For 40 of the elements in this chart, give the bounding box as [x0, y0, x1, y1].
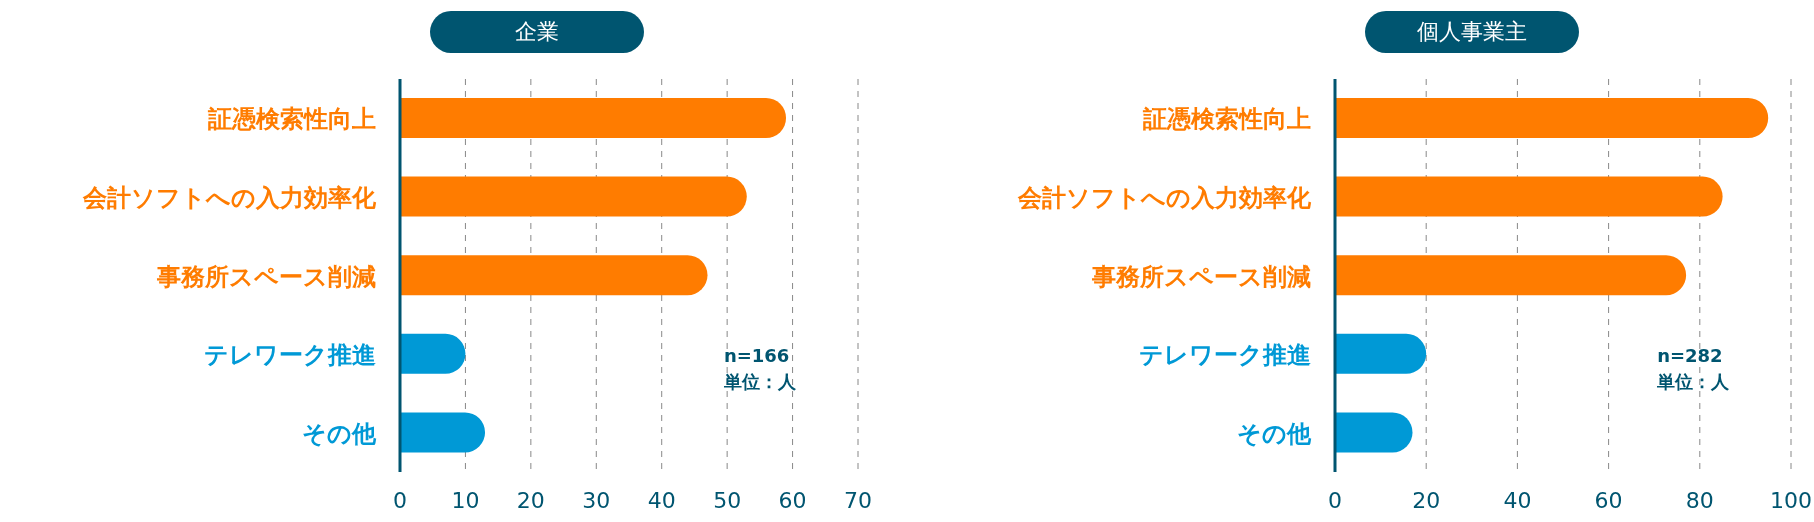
bar [1335, 255, 1687, 296]
y-tick-label: 事務所スペース削減 [156, 262, 376, 291]
x-tick-label: 50 [713, 487, 742, 513]
y-tick-label: 事務所スペース削減 [1091, 262, 1311, 291]
y-tick-label: 証憑検索性向上 [1142, 105, 1311, 134]
x-tick-label: 60 [778, 487, 807, 513]
y-tick-label: 会計ソフトへの入力効率化 [82, 183, 377, 212]
y-tick-label: その他 [302, 419, 377, 448]
bar [400, 255, 708, 296]
annotation: 単位：人 [1657, 370, 1730, 394]
x-tick-label: 30 [582, 487, 611, 513]
y-tick-label: 会計ソフトへの入力効率化 [1017, 183, 1312, 212]
bar [400, 176, 747, 217]
x-tick-label: 20 [1412, 487, 1441, 513]
bar [400, 333, 466, 374]
chart-title: 個人事業主 [1364, 11, 1579, 53]
x-tick-label: 70 [844, 487, 872, 513]
bar [1335, 176, 1723, 217]
x-tick-label: 0 [393, 487, 407, 513]
x-tick-label: 80 [1685, 487, 1714, 513]
bar [400, 98, 787, 138]
x-tick-label: 20 [516, 487, 545, 513]
x-tick-label: 60 [1594, 487, 1623, 513]
x-tick-label: 40 [647, 487, 676, 513]
x-tick-label: 0 [1328, 487, 1342, 513]
chart-title: 企業 [430, 11, 645, 53]
bar [1335, 412, 1413, 453]
bar [1335, 98, 1769, 138]
x-tick-label: 10 [451, 487, 480, 513]
y-tick-label: その他 [1237, 419, 1312, 448]
x-tick-label: 40 [1503, 487, 1532, 513]
y-tick-label: テレワーク推進 [1139, 341, 1311, 370]
annotation: 単位：人 [723, 370, 796, 394]
x-tick-label: 100 [1770, 487, 1812, 513]
annotation: n=166 [723, 344, 791, 368]
bar [1335, 333, 1427, 374]
y-tick-label: 証憑検索性向上 [207, 105, 376, 134]
bar [400, 412, 486, 453]
y-tick-label: テレワーク推進 [204, 341, 376, 370]
annotation: n=282 [1657, 344, 1724, 368]
